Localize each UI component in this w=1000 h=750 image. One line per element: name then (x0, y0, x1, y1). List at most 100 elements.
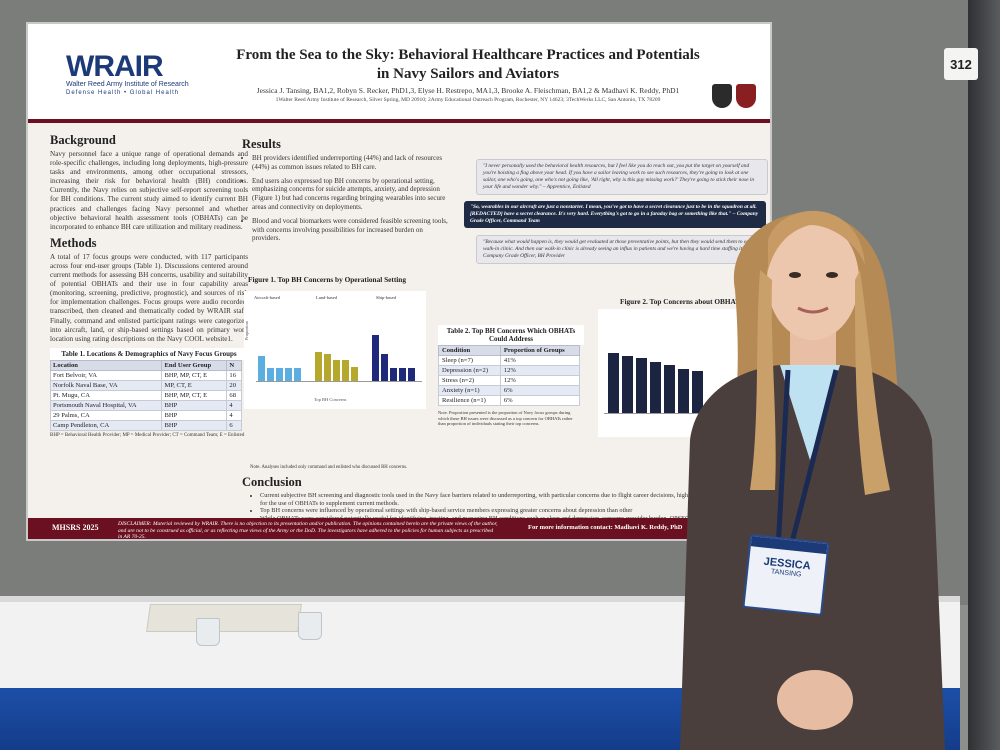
table-cell: Anxiety (n=1) (438, 385, 501, 396)
fig2-bar (692, 371, 703, 413)
fig2-bar (678, 369, 689, 413)
presenter-person (680, 210, 945, 750)
poster-title: From the Sea to the Sky: Behavioral Heal… (236, 47, 700, 82)
footer-disclaimer: DISCLAIMER: Material reviewed by WRAIR. … (118, 521, 498, 539)
fig1-bar (399, 368, 406, 381)
fig1-bar (324, 354, 331, 381)
table-cell: BHP (161, 399, 228, 411)
results-heading: Results (242, 137, 281, 151)
methods-text: A total of 17 focus groups were conducte… (50, 252, 248, 343)
results-bullet: Blood and vocal biomarkers were consider… (252, 217, 448, 243)
logo-sub: Walter Reed Army Institute of Research (66, 81, 189, 88)
table-cell: 29 Palms, CA (49, 409, 163, 421)
table-cell: Stress (n=2) (438, 375, 501, 386)
poster-authors: Jessica J. Tansing, BA1,2, Robyn S. Reck… (256, 86, 680, 95)
table-header: End User Group (161, 359, 228, 371)
fig1-bar (333, 360, 340, 381)
table-cell: 6% (499, 385, 581, 396)
fig1-bar (342, 360, 349, 381)
hair-strand (750, 270, 776, 490)
cup (196, 618, 220, 646)
poster-footer: MHSRS 2025 DISCLAIMER: Material reviewed… (28, 518, 770, 539)
hair-strand (855, 270, 890, 495)
crest-icon (736, 84, 756, 108)
table2-note: Note. Proportion presented is the propor… (438, 410, 573, 426)
poster-affiliations: 1Walter Reed Army Institute of Research,… (275, 97, 661, 103)
fig1-bar (408, 368, 415, 381)
figure1-caption: Figure 1. Top BH Concerns by Operational… (248, 275, 406, 284)
blouse (780, 365, 840, 460)
results-bullet: BH providers identified underreporting (… (252, 154, 448, 172)
table-row: 29 Palms, CA BHP 4 (49, 409, 242, 421)
conclusion-bullet: Current subjective BH screening and diag… (260, 492, 762, 507)
table-cell: 12% (499, 365, 581, 376)
table-cell: BHP, MP, CT, E (161, 369, 228, 381)
table-cell: 6 (226, 419, 242, 431)
table-cell: Camp Pendleton, CA (49, 419, 163, 431)
mouth (797, 306, 829, 314)
hair-front (768, 210, 865, 270)
wrair-logo: WRAIR Walter Reed Army Institute of Rese… (66, 50, 226, 96)
table2-caption: Table 2. Top BH Concerns Which OBHATs Co… (438, 325, 584, 345)
left-column: Background Navy personnel face a unique … (49, 133, 248, 439)
quote-bubble: "I never personally used the behavioral … (476, 159, 768, 195)
eye (826, 272, 838, 278)
eye (789, 272, 801, 278)
table-header: Location (49, 359, 163, 371)
booth-number: 312 (944, 48, 978, 80)
table-header: Proportion of Groups (499, 345, 581, 356)
hands (777, 670, 853, 730)
table-cell: 16 (226, 369, 242, 381)
table-cell: 4 (226, 409, 242, 421)
table-edge (0, 596, 960, 602)
poster-body: Background Navy personnel face a unique … (28, 123, 770, 529)
fig1-bar (315, 352, 322, 381)
face (767, 220, 859, 340)
table-cell: BHP, MP, CT, E (161, 389, 228, 401)
poster-header: WRAIR Walter Reed Army Institute of Rese… (28, 24, 770, 123)
fig1-xlabel: Top BH Concerns (314, 397, 347, 402)
table-cell: 12% (499, 375, 581, 386)
table1-caption: Table 1. Locations & Demographics of Nav… (50, 347, 248, 360)
fig2-plot-area (604, 317, 714, 414)
table-cell: 20 (226, 379, 242, 391)
table-cell: Pt. Mugu, CA (49, 389, 163, 401)
table-cell: 68 (226, 389, 242, 401)
conclusion-heading: Conclusion (242, 475, 302, 489)
methods-heading: Methods (50, 235, 97, 250)
table-cell: 6% (499, 395, 581, 406)
figure1-chart: Aircraft-based Land-based Ship-based Pro… (244, 291, 426, 409)
table2: Table 2. Top BH Concerns Which OBHATs Co… (438, 325, 584, 427)
fig2-bar (636, 358, 647, 413)
table-header: Condition (438, 345, 501, 356)
table-row: Stress (n=2) 12% (438, 375, 581, 386)
fig1-bar (294, 368, 301, 381)
quote-bubble: "So, wearables in our aircraft are just … (464, 201, 766, 228)
results-column: Results BH providers identified underrep… (242, 137, 448, 248)
quote-bubble: "Because what would happen is, they woul… (476, 235, 768, 264)
table-cell: 4 (226, 399, 242, 411)
background-heading: Background (50, 133, 116, 147)
research-poster: WRAIR Walter Reed Army Institute of Rese… (28, 24, 770, 539)
table2-grid: Condition Proportion of Groups Sleep (n=… (438, 345, 581, 406)
table-row: Anxiety (n=1) 6% (438, 385, 581, 396)
fig1-plot-area (256, 311, 422, 382)
logo-main: WRAIR (66, 50, 164, 83)
table-row: Fort Belvoir, VA BHP, MP, CT, E 16 (49, 369, 242, 381)
footer-contact: For more information contact: Madhavi K.… (528, 524, 683, 531)
table-row: Norfolk Naval Base, VA MP, CT, E 20 (49, 379, 242, 391)
table-cell: BHP (161, 419, 228, 431)
fig2-bar (664, 365, 675, 413)
table-row: Depression (n=2) 12% (438, 365, 581, 376)
table-cell: Fort Belvoir, VA (49, 369, 163, 381)
results-list: BH providers identified underreporting (… (242, 154, 448, 243)
table-row: Pt. Mugu, CA BHP, MP, CT, E 68 (49, 389, 242, 401)
fig1-group-label: Aircraft-based (254, 295, 280, 300)
footer-conference: MHSRS 2025 (52, 523, 99, 532)
fig1-bar (381, 354, 388, 381)
conclusion-bullet: Top BH concerns were influenced by opera… (260, 507, 762, 515)
table-cell: BHP (161, 409, 228, 421)
table-row: Portsmouth Naval Hospital, VA BHP 4 (49, 399, 242, 411)
table-row: Sleep (n=7) 41% (438, 355, 581, 366)
fig1-group-label: Land-based (316, 295, 337, 300)
